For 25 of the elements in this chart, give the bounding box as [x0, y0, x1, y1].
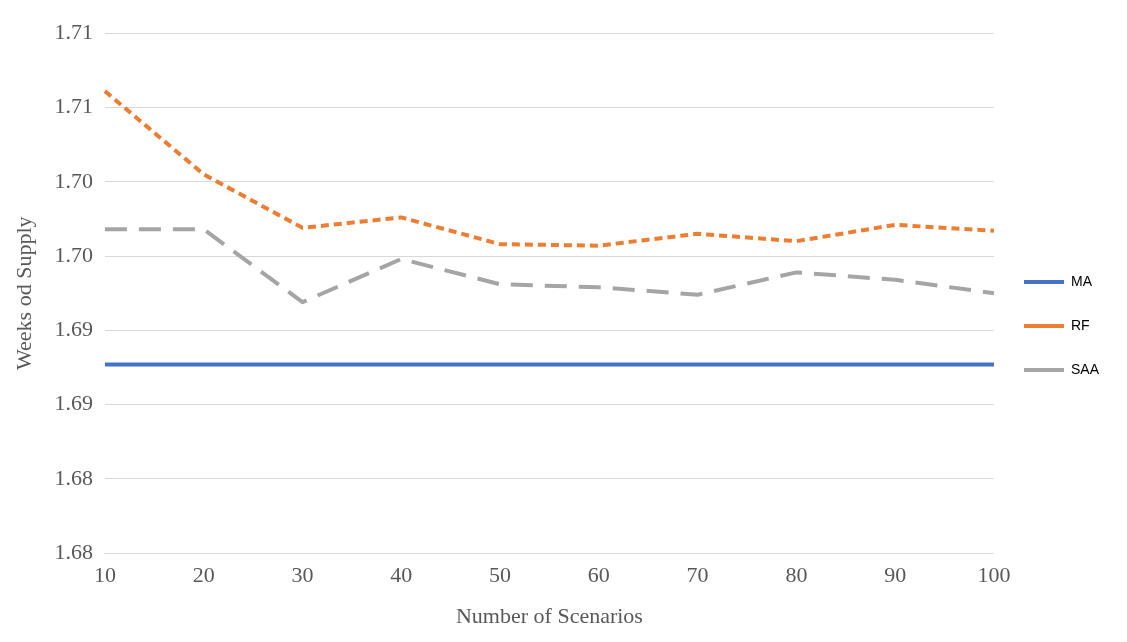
legend-label: SAA [1070, 360, 1100, 377]
x-tick-label: 20 [192, 562, 215, 588]
y-tick-label: 1.69 [54, 316, 93, 342]
x-tick-label: 80 [785, 562, 808, 588]
y-tick-label: 1.68 [54, 464, 93, 490]
x-tick-label: 90 [884, 562, 907, 588]
x-tick-label: 50 [489, 562, 512, 588]
legend-label: RF [1070, 316, 1090, 333]
y-tick-label: 1.71 [54, 93, 93, 119]
y-tick-label: 1.70 [54, 167, 93, 193]
y-axis-title: Weeks od Supply [10, 216, 36, 370]
line-series [102, 227, 996, 305]
y-tick-label: 1.71 [54, 18, 93, 44]
x-tick-label: 60 [587, 562, 610, 588]
legend-label: MA [1070, 272, 1093, 289]
y-tick-label: 1.68 [54, 538, 93, 564]
y-tick-label: 1.70 [54, 241, 93, 267]
x-tick-label: 30 [291, 562, 314, 588]
line-series [102, 89, 996, 248]
x-tick-label: 10 [93, 562, 116, 588]
x-axis-title: Number of Scenarios [455, 602, 643, 628]
x-tick-label: 100 [977, 562, 1011, 588]
y-tick-label: 1.69 [54, 390, 93, 416]
x-tick-label: 40 [390, 562, 413, 588]
x-tick-label: 70 [686, 562, 709, 588]
